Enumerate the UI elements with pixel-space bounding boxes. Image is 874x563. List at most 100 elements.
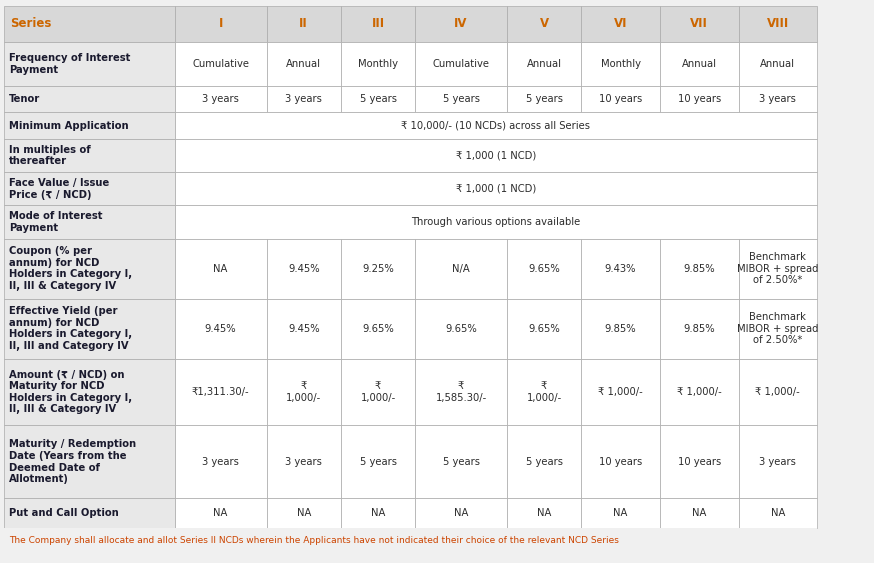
Bar [507,359,581,425]
Text: ₹ 1,000 (1 NCD): ₹ 1,000 (1 NCD) [456,150,536,160]
Text: 5 years: 5 years [442,94,480,104]
Text: NA: NA [213,508,228,519]
Text: III: III [371,17,385,30]
Text: Cumulative: Cumulative [192,59,249,69]
Text: 9.65%: 9.65% [528,263,560,274]
Bar [415,239,507,298]
Bar [660,498,739,529]
Bar [660,425,739,498]
Bar [581,6,660,42]
Bar [581,239,660,298]
Bar [739,359,817,425]
Bar [267,359,341,425]
Bar [267,298,341,359]
Text: The Company shall allocate and allot Series II NCDs wherein the Applicants have : The Company shall allocate and allot Ser… [9,535,619,544]
Bar [175,425,267,498]
Bar [4,42,175,86]
Bar [341,86,415,112]
Text: 9.85%: 9.85% [683,263,715,274]
Text: NA: NA [692,508,706,519]
Text: NA: NA [296,508,311,519]
Text: ₹
1,000/-: ₹ 1,000/- [526,381,562,403]
Text: 3 years: 3 years [202,457,239,467]
Text: NA: NA [614,508,628,519]
Bar [415,359,507,425]
Text: Put and Call Option: Put and Call Option [9,508,119,519]
Bar [4,172,175,205]
Text: 9.65%: 9.65% [362,324,394,334]
Bar [4,498,175,529]
Bar [507,6,581,42]
Text: ₹ 1,000/-: ₹ 1,000/- [755,387,801,397]
Text: 3 years: 3 years [285,457,323,467]
Bar [415,498,507,529]
Bar [4,359,175,425]
Text: 5 years: 5 years [359,94,397,104]
Bar [415,86,507,112]
Text: Monthly: Monthly [358,59,398,69]
Text: N/A: N/A [452,263,470,274]
Bar [4,425,175,498]
Bar [341,298,415,359]
Text: Coupon (% per
annum) for NCD
Holders in Category I,
II, III & Category IV: Coupon (% per annum) for NCD Holders in … [9,246,132,291]
Text: ₹ 1,000 (1 NCD): ₹ 1,000 (1 NCD) [456,184,536,194]
Text: 9.43%: 9.43% [605,263,636,274]
Bar [175,172,817,205]
Text: 10 years: 10 years [677,457,721,467]
Bar [4,298,175,359]
Bar [507,42,581,86]
Bar [4,239,175,298]
Text: Face Value / Issue
Price (₹ / NCD): Face Value / Issue Price (₹ / NCD) [9,178,109,199]
Text: Annual: Annual [286,59,322,69]
Text: IV: IV [454,17,468,30]
Bar [267,6,341,42]
Bar [739,86,817,112]
Text: 10 years: 10 years [599,457,642,467]
Bar [341,498,415,529]
Text: 3 years: 3 years [285,94,323,104]
Bar [175,298,267,359]
Text: Annual: Annual [760,59,795,69]
Text: Effective Yield (per
annum) for NCD
Holders in Category I,
II, III and Category : Effective Yield (per annum) for NCD Hold… [9,306,132,351]
Text: NA: NA [771,508,785,519]
Bar [175,6,267,42]
Text: ₹
1,000/-: ₹ 1,000/- [360,381,396,403]
Text: 10 years: 10 years [677,94,721,104]
Bar [739,42,817,86]
Text: Annual: Annual [526,59,562,69]
Text: 9.85%: 9.85% [683,324,715,334]
Bar [507,239,581,298]
Text: ₹
1,585.30/-: ₹ 1,585.30/- [435,381,487,403]
Text: VII: VII [690,17,708,30]
Bar [507,425,581,498]
Text: Tenor: Tenor [9,94,40,104]
Text: Amount (₹ / NCD) on
Maturity for NCD
Holders in Category I,
II, III & Category I: Amount (₹ / NCD) on Maturity for NCD Hol… [9,369,132,414]
Text: 9.45%: 9.45% [288,263,320,274]
Bar [507,498,581,529]
Bar [415,6,507,42]
Text: Benchmark
MIBOR + spread
of 2.50%*: Benchmark MIBOR + spread of 2.50%* [737,252,819,285]
Bar [175,498,267,529]
Bar [4,139,175,172]
Bar [581,359,660,425]
Bar [739,298,817,359]
Bar [341,425,415,498]
Bar [4,112,175,139]
Text: NA: NA [371,508,385,519]
Bar [660,86,739,112]
Text: Through various options available: Through various options available [412,217,580,227]
Bar [341,42,415,86]
Bar [739,6,817,42]
Text: Maturity / Redemption
Date (Years from the
Deemed Date of
Allotment): Maturity / Redemption Date (Years from t… [9,440,135,484]
Bar [507,86,581,112]
Text: NA: NA [537,508,551,519]
Bar [739,498,817,529]
Text: Benchmark
MIBOR + spread
of 2.50%*: Benchmark MIBOR + spread of 2.50%* [737,312,819,345]
Bar [175,359,267,425]
Text: NA: NA [213,263,228,274]
Text: I: I [218,17,223,30]
Bar [267,425,341,498]
Bar [739,425,817,498]
Bar [660,298,739,359]
Bar [660,42,739,86]
